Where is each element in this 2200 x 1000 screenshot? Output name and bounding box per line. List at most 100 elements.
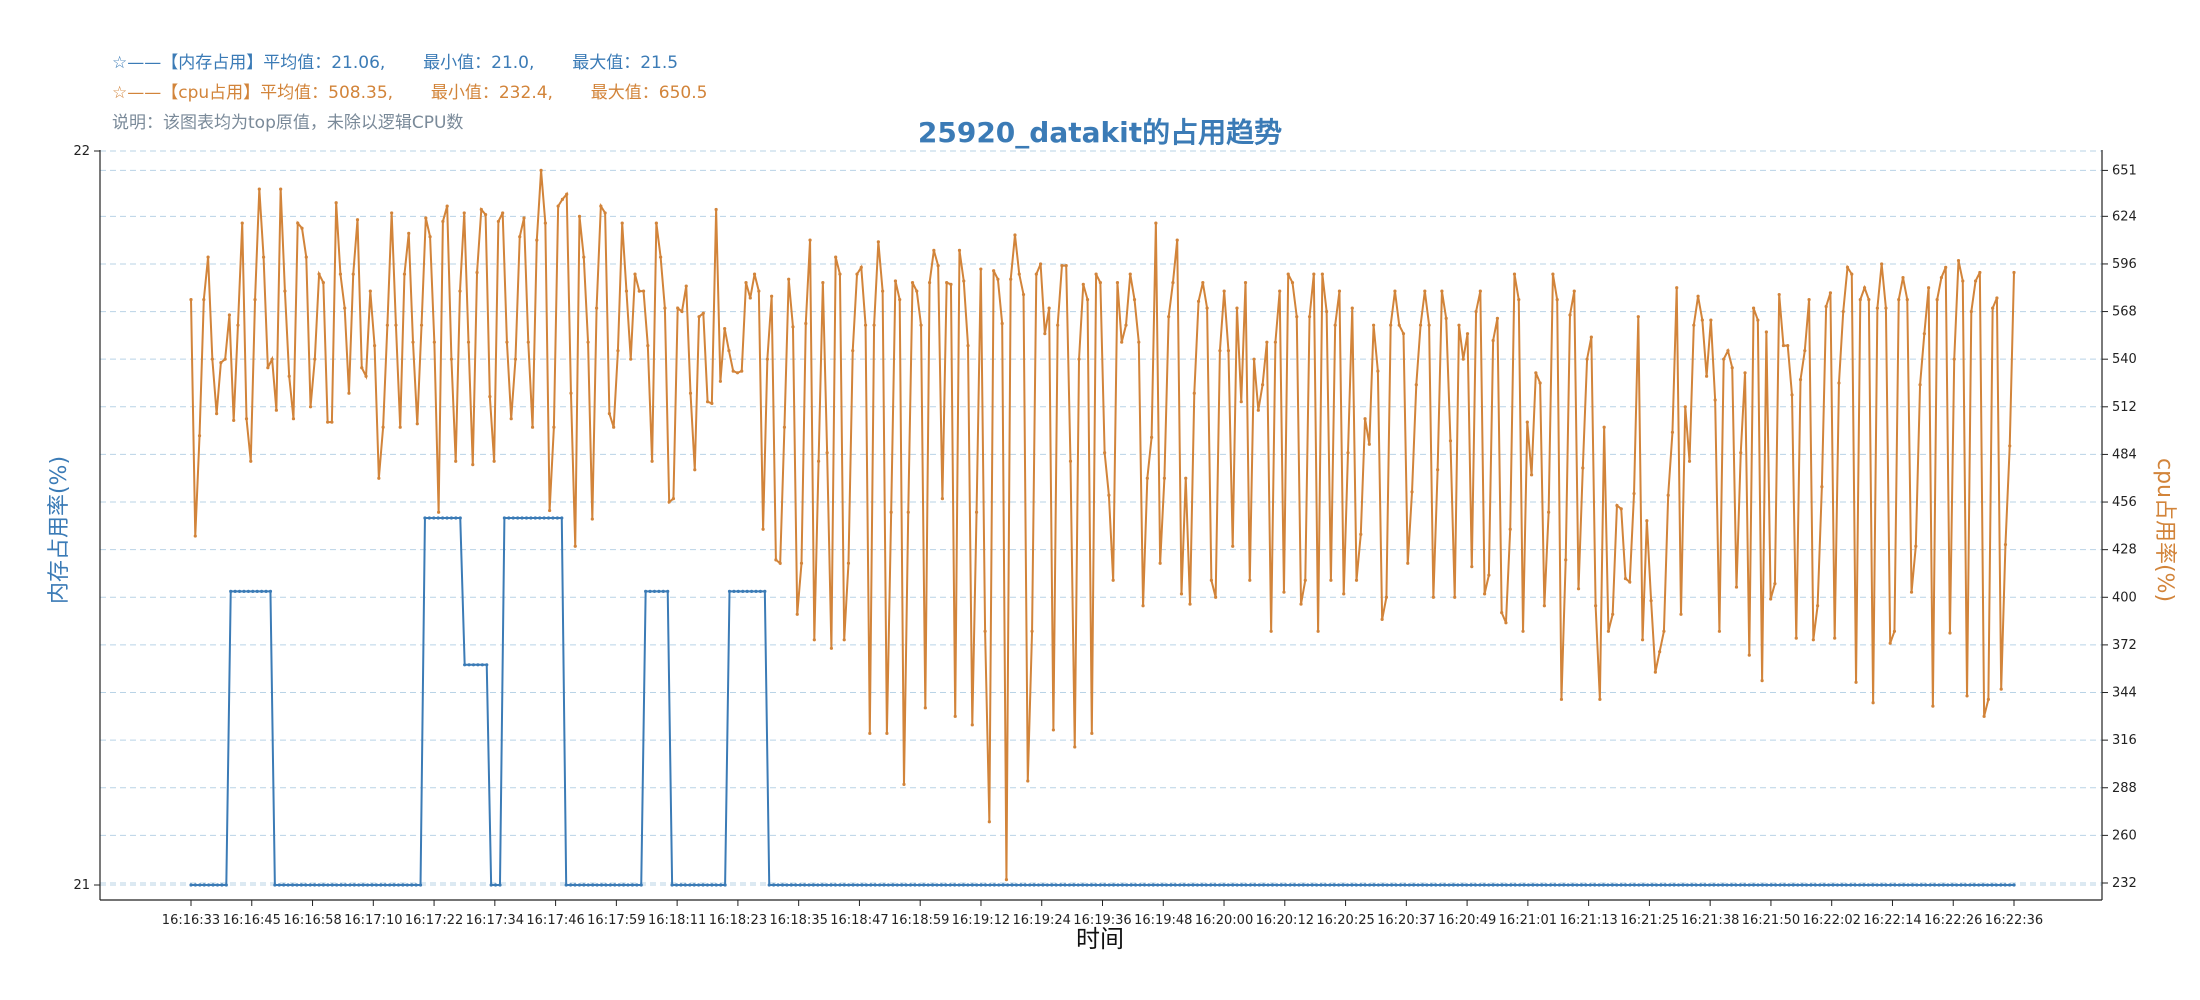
series-0-point-149 (847, 883, 851, 887)
series-1-point-102 (624, 289, 629, 293)
series-0-point-82 (551, 516, 555, 520)
series-0-point-378 (1857, 883, 1862, 887)
x-tick-label-27: 16:22:02 (1803, 913, 1861, 928)
x-tick-label-5: 16:17:34 (466, 913, 524, 928)
series-0-point-413 (2012, 883, 2016, 887)
series-0-point-15 (255, 589, 259, 594)
series-1-point-316 (1538, 381, 1542, 385)
series-line-0 (191, 517, 2014, 886)
series-1-point-249 (1252, 357, 1256, 361)
series-1-point-415 (1961, 279, 1965, 283)
series-1-point-354 (1700, 318, 1704, 322)
series-1-point-299 (1465, 332, 1470, 336)
series-0-point-19 (273, 883, 277, 887)
x-tick-label-22: 16:21:01 (1499, 913, 1557, 928)
series-0-point-101 (635, 883, 639, 887)
series-1-point-375 (1790, 393, 1794, 397)
series-1-point-149 (825, 451, 829, 455)
series-0-point-171 (944, 883, 948, 887)
series-1-point-348 (1675, 286, 1679, 290)
series-1-point-65 (466, 340, 471, 344)
series-1-point-51 (407, 231, 411, 235)
series-1-point-237 (1201, 281, 1205, 285)
series-0-point-325 (1623, 883, 1628, 887)
series-1-point-283 (1397, 323, 1401, 327)
right-tick-label-9: 484 (2112, 447, 2137, 462)
right-y-axis-label: cpu占用率(%) (2152, 458, 2177, 602)
series-0-point-179 (979, 883, 983, 887)
right-tick-label-1: 260 (2112, 828, 2137, 843)
series-1-point-252 (1265, 340, 1269, 344)
series-1-point-309 (1508, 527, 1512, 531)
series-0-point-343 (1703, 883, 1707, 887)
series-0-point-99 (626, 883, 630, 887)
series-0-point-48 (401, 883, 405, 887)
series-0-point-412 (2007, 883, 2012, 887)
series-1-point-46 (385, 323, 389, 327)
series-1-point-142 (795, 612, 799, 616)
series-1-point-7 (219, 360, 223, 365)
series-0-point-89 (582, 883, 586, 887)
series-0-point-235 (1226, 883, 1230, 887)
series-0-point-238 (1239, 883, 1244, 887)
series-0-point-142 (816, 883, 820, 887)
series-1-point-105 (637, 289, 641, 293)
series-1-point-235 (1192, 391, 1196, 395)
series-0-point-352 (1743, 883, 1747, 887)
series-1-point-315 (1534, 371, 1538, 375)
series-0-point-313 (1571, 883, 1575, 887)
series-1-point-296 (1453, 595, 1457, 599)
series-1-point-59 (441, 219, 445, 224)
series-1-point-62 (454, 459, 458, 463)
series-1-point-33 (330, 420, 334, 424)
series-0-point-366 (1804, 883, 1809, 887)
series-0-point-114 (692, 883, 696, 887)
series-0-point-289 (1465, 883, 1469, 887)
series-0-point-326 (1628, 883, 1632, 887)
series-1-point-243 (1226, 349, 1231, 353)
series-0-point-16 (260, 589, 264, 594)
series-0-point-310 (1557, 883, 1561, 887)
x-tick-label-0: 16:16:33 (162, 913, 220, 928)
series-0-point-315 (1579, 883, 1584, 887)
series-1-point-292 (1436, 468, 1440, 472)
series-1-point-416 (1965, 694, 1969, 698)
legend-memory-line: ☆——【内存占用】平均值：21.06, 最小值：21.0, 最大值：21.5 (112, 53, 679, 73)
series-0-point-162 (904, 883, 908, 887)
series-1-point-15 (253, 298, 257, 302)
series-0-point-304 (1531, 883, 1535, 887)
series-1-point-291 (1431, 595, 1435, 599)
series-1-point-389 (1850, 272, 1854, 276)
series-0-point-285 (1447, 883, 1451, 887)
series-0-point-336 (1672, 883, 1676, 887)
series-0-point-335 (1668, 883, 1672, 887)
series-1-point-306 (1495, 316, 1500, 320)
series-0-point-119 (714, 883, 718, 887)
series-0-point-39 (361, 883, 365, 887)
series-1-point-195 (1021, 292, 1026, 297)
series-1-point-258 (1290, 281, 1295, 285)
series-0-point-106 (657, 589, 661, 594)
series-1-point-373 (1781, 343, 1786, 348)
series-0-point-316 (1584, 883, 1588, 887)
series-1-point-417 (1969, 309, 1973, 314)
right-y-axis-ticks: 232 260 288 316 344 372 400 428 456 484 512 540 568 5… (2102, 163, 2137, 891)
series-1-point-167 (902, 782, 906, 786)
series-0-point-1 (193, 883, 198, 887)
series-1-point-420 (1982, 714, 1986, 718)
series-0-point-57 (441, 516, 445, 520)
series-0-point-168 (930, 883, 935, 887)
series-0-point-175 (961, 883, 966, 887)
x-tick-label-26: 16:21:50 (1742, 913, 1800, 928)
series-0-point-29 (317, 883, 321, 887)
series-1-point-353 (1696, 294, 1700, 298)
series-1-point-374 (1786, 343, 1790, 348)
series-1-point-58 (437, 510, 441, 514)
series-1-point-97 (603, 211, 607, 215)
series-1-point-257 (1286, 272, 1290, 276)
series-1-point-277 (1372, 323, 1376, 327)
series-1-point-236 (1196, 299, 1201, 303)
series-0-point-25 (299, 883, 303, 887)
series-0-point-76 (524, 516, 529, 520)
series-1-point-111 (663, 306, 667, 310)
